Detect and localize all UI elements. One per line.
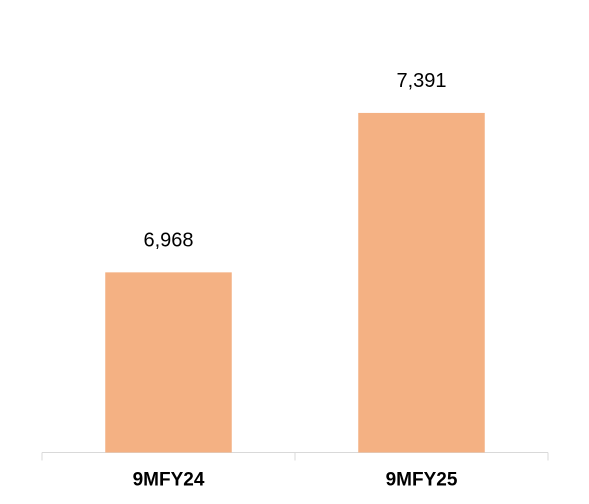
value-label: 7,391 bbox=[396, 70, 446, 92]
bar bbox=[358, 112, 485, 453]
value-label: 6,968 bbox=[143, 230, 193, 252]
x-tick-label: 9MFY24 bbox=[133, 470, 205, 491]
x-tick-label: 9MFY25 bbox=[386, 470, 458, 491]
bar bbox=[105, 272, 232, 453]
